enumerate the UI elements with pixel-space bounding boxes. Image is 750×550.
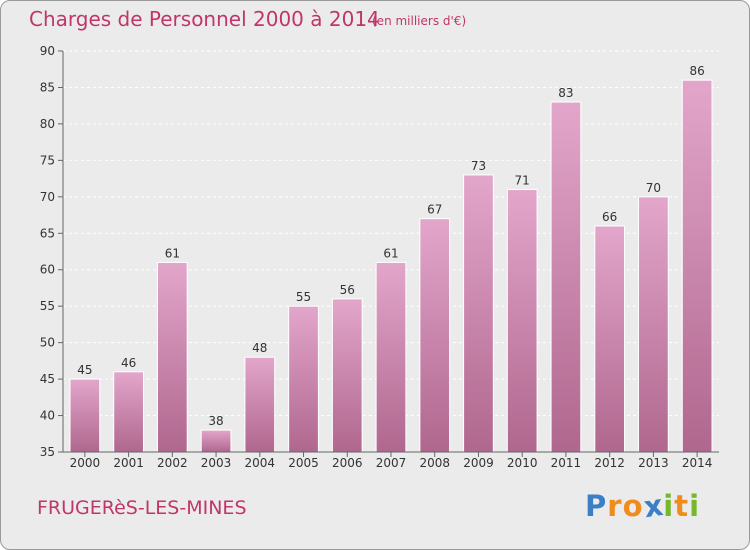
commune-name: FRUGERèS-LES-MINES — [37, 497, 247, 519]
y-tick-label: 65 — [40, 226, 55, 240]
x-tick-label: 2011 — [551, 456, 582, 470]
bar — [419, 218, 451, 453]
bar-value-label: 66 — [602, 210, 617, 224]
bar — [331, 298, 363, 453]
chart-title: Charges de Personnel 2000 à 2014 — [29, 7, 380, 31]
bar — [156, 261, 188, 453]
x-tick-label: 2007 — [376, 456, 407, 470]
bar-value-label: 83 — [558, 86, 573, 100]
x-tick-label: 2004 — [245, 456, 276, 470]
y-tick-label: 90 — [40, 44, 55, 58]
y-tick-label: 85 — [40, 80, 55, 94]
logo-letter: i — [663, 489, 675, 523]
x-tick-label: 2008 — [419, 456, 450, 470]
bar — [463, 174, 494, 453]
bar-value-label: 56 — [340, 283, 355, 297]
bar-value-label: 67 — [427, 203, 442, 217]
y-tick-label: 55 — [40, 299, 55, 313]
bar-value-label: 86 — [689, 64, 704, 78]
bar — [638, 196, 669, 453]
x-tick-label: 2000 — [70, 456, 101, 470]
x-tick-label: 2003 — [201, 456, 232, 470]
logo-letter: r — [607, 489, 623, 523]
logo-letter: o — [622, 489, 644, 523]
bar — [244, 356, 276, 453]
bar — [288, 305, 319, 453]
x-tick-label: 2009 — [463, 456, 494, 470]
bar-value-label: 38 — [208, 414, 223, 428]
y-tick-label: 40 — [40, 409, 55, 423]
x-tick-label: 2002 — [157, 456, 188, 470]
bar — [69, 378, 101, 453]
logo-letter: t — [674, 489, 690, 523]
chart-subtitle: (en milliers d'€) — [372, 14, 467, 28]
bar-value-label: 61 — [383, 246, 398, 260]
x-tick-label: 2010 — [507, 456, 538, 470]
bar — [506, 189, 538, 453]
bar — [200, 429, 232, 453]
x-tick-label: 2013 — [638, 456, 669, 470]
bar-value-label: 45 — [77, 363, 92, 377]
y-tick-label: 80 — [40, 117, 55, 131]
logo-letter: x — [641, 487, 666, 525]
logo-letter: i — [689, 489, 701, 523]
y-tick-label: 60 — [40, 263, 55, 277]
bar — [113, 371, 144, 453]
y-tick-label: 35 — [40, 445, 55, 459]
bar-value-label: 70 — [646, 181, 661, 195]
bar-value-label: 71 — [515, 174, 530, 188]
x-tick-label: 2005 — [288, 456, 319, 470]
bar-value-label: 73 — [471, 159, 486, 173]
bar-value-label: 61 — [165, 246, 180, 260]
x-tick-label: 2001 — [113, 456, 144, 470]
y-tick-label: 50 — [40, 336, 55, 350]
y-tick-label: 70 — [40, 190, 55, 204]
bar-value-label: 48 — [252, 341, 267, 355]
x-tick-label: 2012 — [594, 456, 625, 470]
bar-value-label: 55 — [296, 290, 311, 304]
proxiti-logo: Proxiti — [585, 487, 701, 525]
x-tick-label: 2014 — [682, 456, 713, 470]
bar — [681, 79, 713, 453]
logo-letter: P — [585, 489, 608, 523]
y-tick-label: 75 — [40, 153, 55, 167]
bar — [550, 101, 582, 453]
bar — [594, 225, 626, 453]
x-tick-label: 2006 — [332, 456, 363, 470]
y-tick-label: 45 — [40, 372, 55, 386]
bar — [375, 261, 407, 453]
bar-value-label: 46 — [121, 356, 136, 370]
